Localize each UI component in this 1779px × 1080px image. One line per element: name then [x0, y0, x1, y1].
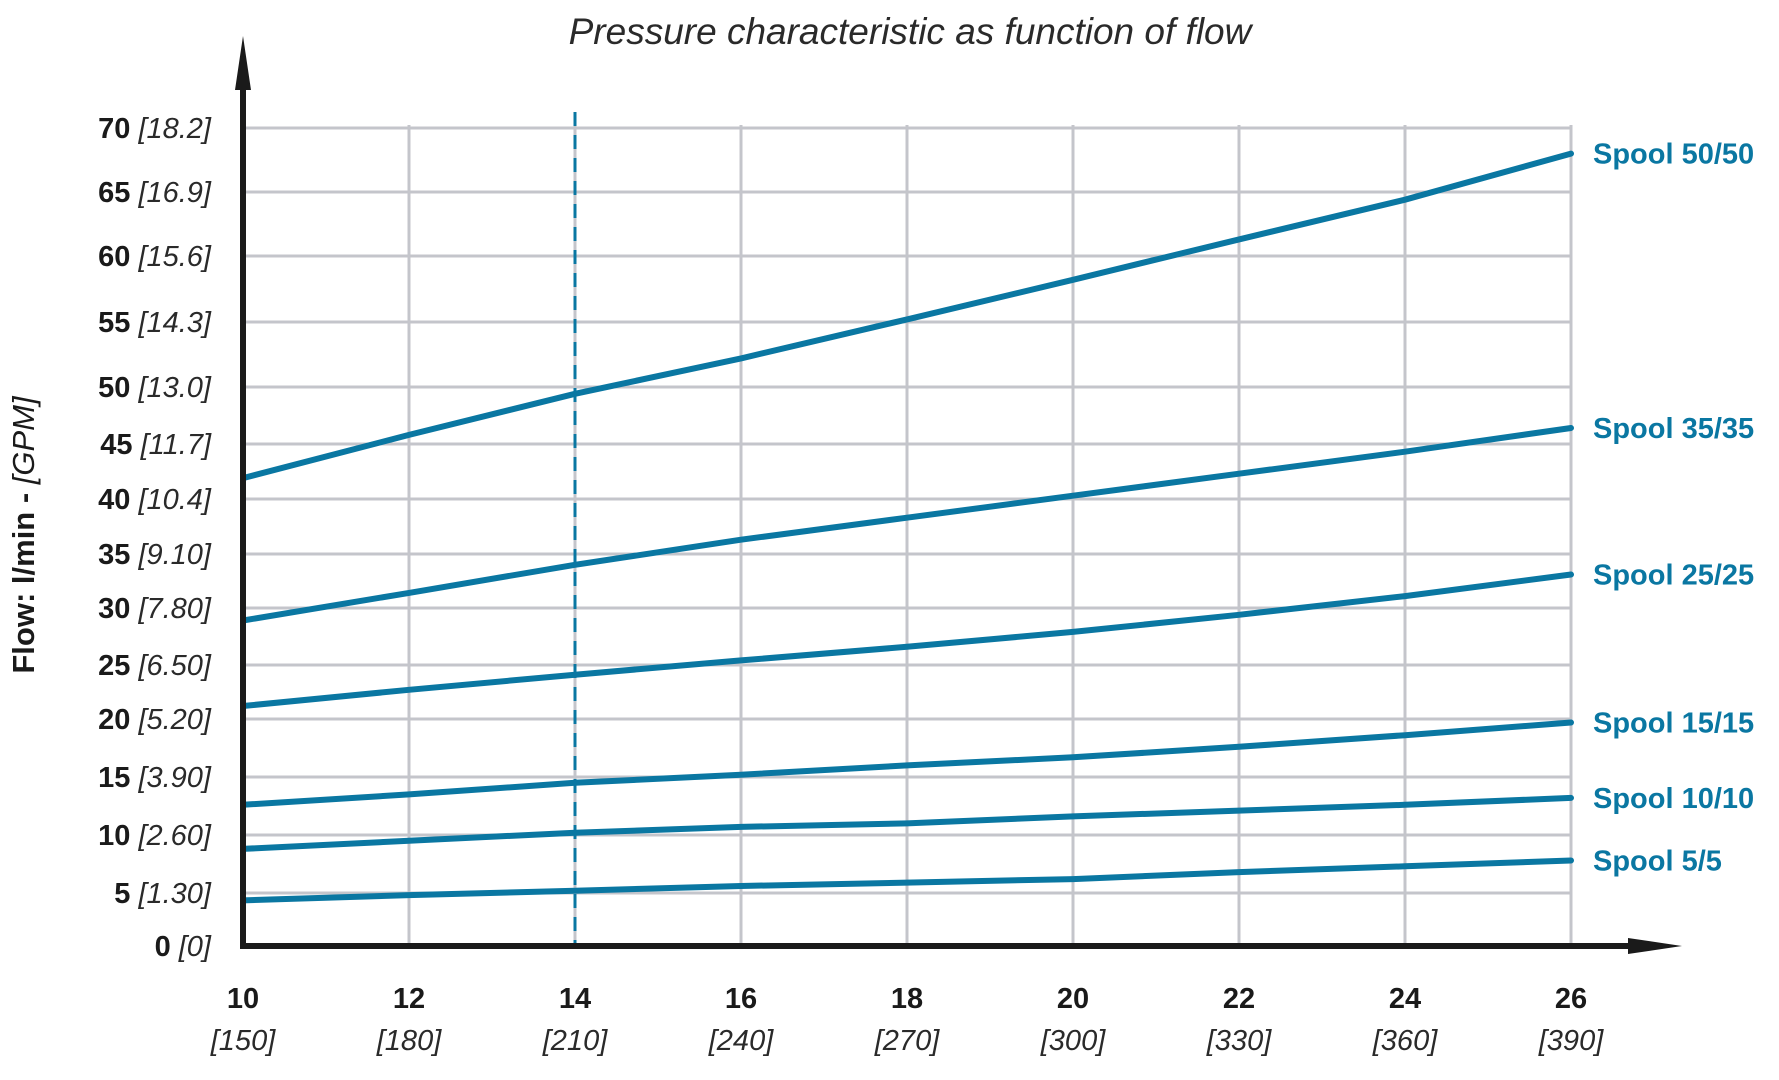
y-tick-alt: [18.2]	[137, 113, 211, 145]
x-tick-value: 20	[1057, 983, 1089, 1015]
y-tick-label: 15 [3.90]	[98, 762, 212, 794]
series-line-50-50	[240, 150, 1574, 482]
y-tick-alt: [13.0]	[137, 372, 211, 404]
y-tick-alt: [11.7]	[140, 429, 212, 461]
series-line-10-10	[240, 794, 1574, 852]
y-tick-value: 70	[98, 113, 138, 145]
chart-subtitle: Pressure characteristic as function of f…	[569, 11, 1254, 52]
y-tick-label: 50 [13.0]	[98, 372, 212, 404]
x-tick-alt: [210]	[542, 1025, 608, 1057]
y-tick-value: 55	[98, 307, 138, 339]
x-tick-alt: [240]	[708, 1025, 774, 1057]
y-tick-value: 50	[98, 372, 138, 404]
y-tick-label: 5 [1.30]	[114, 878, 212, 910]
y-tick-alt: [15.6]	[137, 241, 211, 273]
series-line-35-35	[240, 425, 1574, 624]
series-label: Spool 25/25	[1593, 560, 1754, 592]
x-tick-value: 22	[1223, 983, 1255, 1015]
series-label: Spool 35/35	[1593, 413, 1754, 445]
series-group	[240, 150, 1574, 904]
y-tick-value: 5	[114, 878, 138, 910]
y-tick-value: 0	[155, 931, 179, 963]
y-tick-alt: [16.9]	[137, 177, 211, 209]
series-labels: Spool 50/50 Spool 35/35 Spool 25/25 Spool 1…	[1593, 139, 1754, 878]
y-tick-alt: [2.60]	[137, 820, 211, 852]
y-tick-alt: [1.30]	[137, 878, 211, 910]
y-tick-value: 15	[98, 762, 138, 794]
y-tick-alt: [9.10]	[137, 539, 211, 571]
x-tick-value: 26	[1555, 983, 1587, 1015]
x-tick-alt: [360]	[1372, 1025, 1438, 1057]
y-tick-label: 35 [9.10]	[98, 539, 212, 571]
series-line-25-25	[240, 571, 1574, 709]
y-tick-label: 45 [11.7]	[100, 429, 212, 461]
y-tick-label: 55 [14.3]	[98, 307, 212, 339]
grid	[243, 125, 1573, 946]
y-tick-label: 30 [7.80]	[98, 593, 212, 625]
y-tick-value: 20	[98, 704, 138, 736]
x-tick-alt: [300]	[1040, 1025, 1106, 1057]
x-tick-value: 18	[891, 983, 923, 1015]
y-tick-value: 30	[98, 593, 138, 625]
y-tick-alt: [3.90]	[137, 762, 211, 794]
x-tick-value: 14	[559, 983, 591, 1015]
axes	[235, 36, 1682, 954]
y-tick-label: 25 [6.50]	[98, 650, 212, 682]
x-tick-value: 10	[227, 983, 259, 1015]
y-tick-alt: [7.80]	[137, 593, 211, 625]
y-tick-alt: [5.20]	[137, 704, 211, 736]
y-tick-labels: 0 [0] 5 [1.30] 10 [2.60] 15 [3.90] 20 [5.20]…	[98, 113, 212, 963]
y-tick-label: 70 [18.2]	[98, 113, 212, 145]
x-tick-value: 12	[393, 983, 425, 1015]
y-tick-value: 45	[100, 429, 140, 461]
y-tick-value: 10	[98, 820, 138, 852]
x-tick-alt: [390]	[1538, 1025, 1604, 1057]
y-tick-value: 65	[98, 177, 138, 209]
x-tick-labels: 10 [150] 12 [180] 14 [210] 16 [240] 18 [270] 20 [30…	[210, 983, 1604, 1057]
series-line-5-5	[240, 857, 1574, 904]
x-tick-alt: [270]	[874, 1025, 940, 1057]
x-tick-alt: [180]	[376, 1025, 442, 1057]
y-axis-title-alt: [GPM]	[6, 395, 41, 485]
series-label: Spool 5/5	[1593, 846, 1722, 878]
y-axis-arrow-icon	[235, 36, 251, 90]
y-tick-value: 25	[98, 650, 138, 682]
x-tick-alt: [150]	[210, 1025, 276, 1057]
y-tick-label: 10 [2.60]	[98, 820, 212, 852]
x-tick-value: 24	[1389, 983, 1421, 1015]
series-line-15-15	[240, 719, 1574, 808]
y-tick-value: 60	[98, 241, 138, 273]
x-axis-arrow-icon	[1628, 938, 1682, 954]
y-tick-value: 40	[98, 484, 138, 516]
y-tick-label: 0 [0]	[155, 931, 212, 963]
x-tick-value: 16	[725, 983, 757, 1015]
y-tick-alt: [14.3]	[137, 307, 211, 339]
x-tick-alt: [330]	[1206, 1025, 1272, 1057]
y-tick-label: 20 [5.20]	[98, 704, 212, 736]
y-tick-label: 60 [15.6]	[98, 241, 212, 273]
y-tick-label: 40 [10.4]	[98, 484, 212, 516]
y-axis-title: Flow: l/min - [GPM]	[6, 395, 41, 674]
y-axis-title-main: Flow: l/min -	[6, 484, 41, 673]
series-label: Spool 50/50	[1593, 139, 1754, 171]
y-tick-value: 35	[98, 539, 138, 571]
series-label: Spool 10/10	[1593, 783, 1754, 815]
y-tick-alt: [6.50]	[137, 650, 211, 682]
y-tick-alt: [0]	[178, 931, 212, 963]
y-tick-label: 65 [16.9]	[98, 177, 212, 209]
series-label: Spool 15/15	[1593, 707, 1754, 739]
y-tick-alt: [10.4]	[137, 484, 211, 516]
